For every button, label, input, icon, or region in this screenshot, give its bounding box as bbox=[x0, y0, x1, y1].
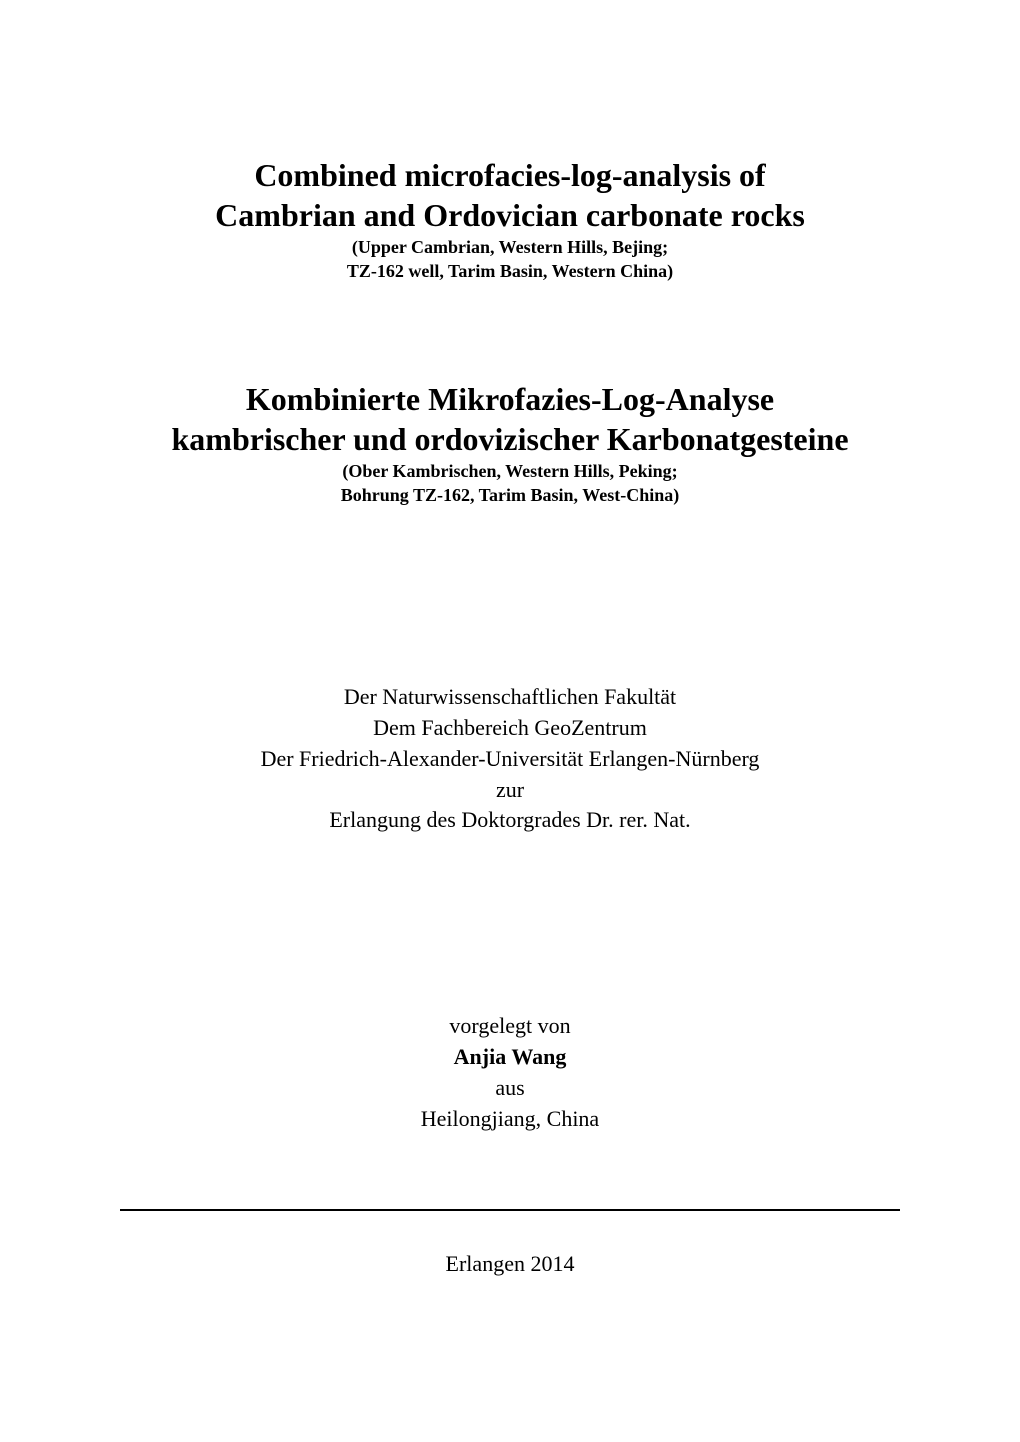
affiliation-faculty: Der Naturwissenschaftlichen Fakultät bbox=[120, 682, 900, 713]
author-origin: Heilongjiang, China bbox=[120, 1104, 900, 1135]
title-block-english: Combined microfacies-log-analysis of Cam… bbox=[120, 155, 900, 284]
title-block-german: Kombinierte Mikrofazies-Log-Analyse kamb… bbox=[120, 379, 900, 508]
subtitle-english-line1: (Upper Cambrian, Western Hills, Bejing; bbox=[120, 235, 900, 259]
affiliation-degree: Erlangung des Doktorgrades Dr. rer. Nat. bbox=[120, 805, 900, 836]
title-english-line1: Combined microfacies-log-analysis of bbox=[120, 155, 900, 195]
title-english-line2: Cambrian and Ordovician carbonate rocks bbox=[120, 195, 900, 235]
affiliation-department: Dem Fachbereich GeoZentrum bbox=[120, 713, 900, 744]
affiliation-block: Der Naturwissenschaftlichen Fakultät Dem… bbox=[120, 682, 900, 836]
author-from: aus bbox=[120, 1073, 900, 1104]
affiliation-university: Der Friedrich-Alexander-Universität Erla… bbox=[120, 744, 900, 775]
subtitle-german-line2: Bohrung TZ-162, Tarim Basin, West-China) bbox=[120, 483, 900, 507]
footer-block: Erlangen 2014 bbox=[120, 1251, 900, 1277]
subtitle-german-line1: (Ober Kambrischen, Western Hills, Peking… bbox=[120, 459, 900, 483]
author-presented-by: vorgelegt von bbox=[120, 1011, 900, 1042]
author-name: Anjia Wang bbox=[120, 1042, 900, 1073]
affiliation-for: zur bbox=[120, 775, 900, 806]
horizontal-divider bbox=[120, 1209, 900, 1211]
subtitle-english-line2: TZ-162 well, Tarim Basin, Western China) bbox=[120, 259, 900, 283]
title-german-line2: kambrischer und ordovizischer Karbonatge… bbox=[120, 419, 900, 459]
title-german-line1: Kombinierte Mikrofazies-Log-Analyse bbox=[120, 379, 900, 419]
footer-place-year: Erlangen 2014 bbox=[120, 1251, 900, 1277]
author-block: vorgelegt von Anjia Wang aus Heilongjian… bbox=[120, 1011, 900, 1134]
